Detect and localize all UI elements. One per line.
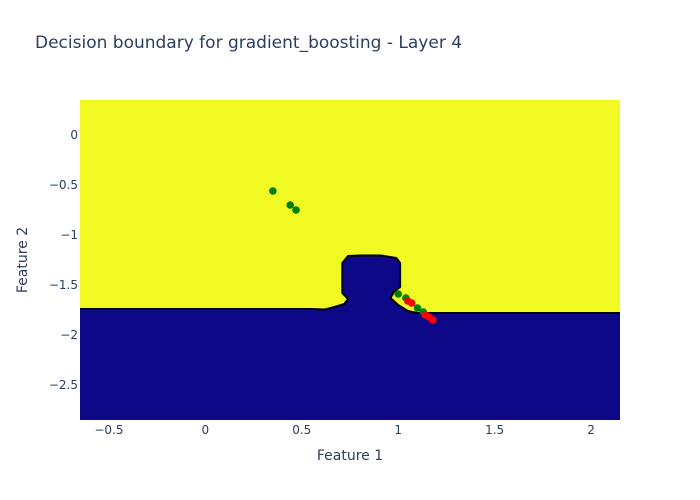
x-tick-label: 2	[587, 423, 595, 437]
data-point-red	[429, 316, 437, 324]
y-tick-label: −2.5	[49, 378, 78, 392]
data-point-red	[407, 299, 416, 307]
decision-boundary-line	[80, 254, 620, 314]
y-tick-label: −1	[60, 228, 78, 242]
x-tick-label: 0	[202, 423, 210, 437]
y-tick-label: 0	[70, 128, 78, 142]
data-point-green	[413, 304, 422, 312]
data-point-green	[269, 187, 277, 195]
plot-area	[80, 100, 620, 420]
x-tick-label: 1.5	[485, 423, 504, 437]
y-axis-title: Feature 2	[15, 227, 31, 293]
x-tick-label: 1	[394, 423, 402, 437]
y-tick-label: −0.5	[49, 178, 78, 192]
chart-title: Decision boundary for gradient_boosting …	[35, 33, 463, 53]
lower-class-region	[80, 255, 620, 420]
data-point-green	[292, 206, 300, 214]
data-point-green	[394, 290, 403, 298]
x-tick-label: 0.5	[292, 423, 311, 437]
x-axis-ticks: −0.5 0 0.5 1 1.5 2	[94, 423, 595, 437]
y-axis-ticks: 0 −0.5 −1 −1.5 −2 −2.5	[49, 128, 78, 392]
x-axis-title: Feature 1	[317, 448, 383, 464]
x-tick-label: −0.5	[94, 423, 123, 437]
y-tick-label: −1.5	[49, 278, 78, 292]
y-tick-label: −2	[60, 328, 78, 342]
data-point-green	[286, 201, 295, 209]
